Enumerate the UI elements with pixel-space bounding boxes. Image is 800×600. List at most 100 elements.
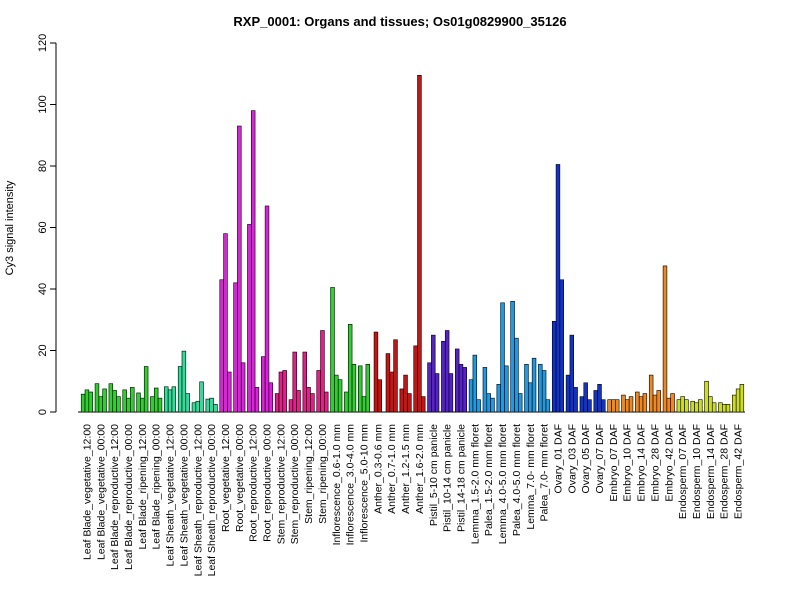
x-tick-label: Anther_1.2-1.5 mm	[400, 424, 412, 514]
bar	[296, 390, 301, 413]
bar	[112, 390, 117, 413]
x-tick-label: Pistil_10-14 cm panicle	[442, 424, 454, 532]
bar	[403, 374, 408, 413]
y-tick-label: 20	[37, 344, 49, 356]
x-tick-label: Leaf Sheath_reproductive_12:00	[192, 424, 204, 577]
x-tick-label: Embryo_28 DAF	[649, 424, 661, 502]
bar	[191, 402, 197, 413]
bar	[154, 387, 159, 413]
bar	[628, 396, 634, 413]
bar	[130, 387, 135, 413]
bar	[164, 386, 169, 413]
bar	[389, 371, 394, 413]
x-tick-label: Ovary_03 DAF	[566, 424, 578, 493]
bar	[365, 364, 371, 413]
bar	[393, 339, 398, 413]
x-tick-label: Leaf Blade_ripening_12:00	[137, 424, 149, 550]
x-tick-label: Root_vegetative_00:00	[234, 424, 246, 532]
bar	[514, 337, 519, 413]
x-tick-label: Leaf Blade_vegetative_00:00	[95, 424, 107, 560]
x-tick-label: Anther_1.6-2.0 mm	[414, 424, 426, 514]
bar	[476, 399, 481, 413]
bar	[601, 399, 606, 413]
bar	[597, 384, 602, 413]
bar	[690, 400, 695, 413]
bar	[579, 396, 585, 413]
bar	[199, 381, 204, 413]
x-tick-label: Palea_7.0- mm floret	[539, 424, 551, 522]
bar	[704, 380, 709, 413]
bar	[559, 279, 564, 413]
bar	[102, 388, 107, 413]
bar	[337, 379, 343, 413]
bar	[167, 389, 173, 413]
bar	[330, 287, 335, 413]
bar	[593, 390, 598, 413]
bar	[698, 399, 703, 413]
bar	[638, 396, 644, 413]
bar	[441, 340, 446, 413]
bar	[468, 379, 474, 413]
x-tick-label: Anther_0.7-1.0 mm	[386, 424, 398, 514]
bar	[735, 388, 741, 413]
bar	[718, 402, 723, 413]
x-tick-label: Stem_ripening_12:00	[303, 424, 315, 524]
bar	[205, 398, 211, 413]
bar	[116, 396, 121, 413]
bar	[500, 302, 505, 413]
bar	[528, 382, 533, 413]
bar	[413, 345, 418, 413]
bar	[587, 399, 592, 413]
x-tick-label: Embryo_07 DAF	[608, 424, 620, 502]
x-tick-label: Inflorescence_3.0-4.0 mm	[345, 424, 357, 546]
y-tick-label: 100	[37, 95, 49, 113]
x-tick-label: Ovary_01 DAF	[552, 424, 564, 493]
x-tick-label: Leaf Sheath_reproductive_00:00	[206, 424, 218, 577]
x-tick-label: Root_vegetative_12:00	[220, 424, 232, 532]
bar	[237, 125, 242, 413]
bar	[84, 389, 90, 413]
x-tick-label: Root_reproductive_00:00	[262, 424, 274, 542]
bar	[143, 366, 149, 413]
bar	[344, 391, 349, 413]
bar	[421, 396, 426, 413]
bar	[656, 390, 661, 413]
bar	[680, 396, 685, 413]
y-axis-label: Cy3 signal intensity	[4, 180, 16, 275]
x-tick-label: Embryo_42 DAF	[663, 424, 675, 502]
bar	[213, 404, 218, 413]
bar	[482, 367, 488, 413]
bar	[171, 386, 177, 413]
bar	[538, 364, 543, 413]
bar	[583, 382, 588, 413]
bar	[361, 396, 367, 413]
bar	[462, 367, 467, 413]
bar	[417, 74, 422, 413]
bar	[247, 224, 252, 413]
bar	[670, 393, 675, 413]
x-tick-label: Embryo_14 DAF	[636, 424, 648, 502]
bars-layer	[80, 74, 745, 413]
bar	[223, 233, 228, 413]
bar	[310, 393, 315, 413]
bar	[385, 353, 391, 413]
bar	[490, 397, 495, 413]
bar	[621, 394, 626, 413]
bar	[316, 370, 321, 413]
bar	[625, 399, 630, 413]
bar	[122, 389, 127, 413]
bar	[573, 387, 578, 413]
x-tick-label: Leaf Sheath_vegetative_00:00	[178, 424, 190, 567]
bar	[725, 404, 731, 413]
bar	[157, 397, 163, 413]
x-tick-label: Leaf Blade_reproductive_00:00	[123, 424, 135, 570]
x-tick-label: Palea_1.5-2.0 mm floret	[483, 424, 495, 536]
x-tick-label: Anther_0.3-0.6 mm	[372, 424, 384, 514]
bar	[545, 399, 551, 413]
bar	[209, 397, 214, 413]
bar	[434, 373, 440, 413]
bar	[551, 320, 557, 413]
bar	[274, 393, 280, 413]
x-tick-label: Pistil_14-18 cm panicle	[455, 424, 467, 532]
